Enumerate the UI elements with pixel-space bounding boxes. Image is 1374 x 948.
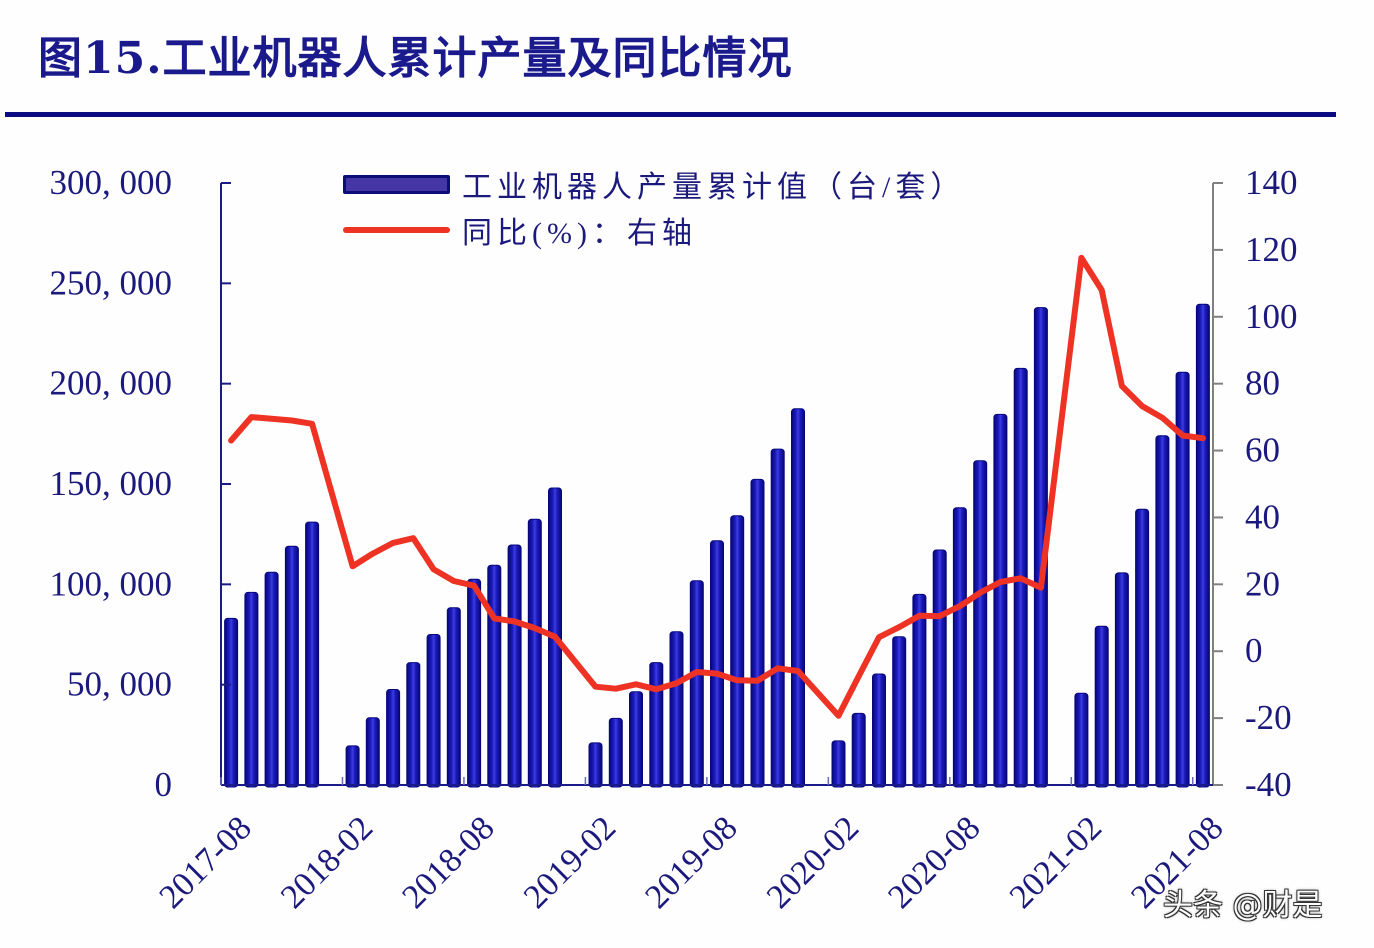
bar-2019-12 [791,408,805,788]
right-axis-tick-label: 80 [1245,364,1280,403]
bar-2018-10 [507,544,522,788]
bar-2017-10 [264,571,279,788]
bar-2018-05 [406,662,421,788]
bar-2020-08 [952,507,967,788]
bar-2021-05 [1135,508,1150,788]
watermark: 头条 @财是 [1163,888,1323,923]
bar-2018-09 [487,564,502,788]
bar-2017-12 [305,521,320,788]
bar-2021-08 [1195,303,1210,788]
yoy-growth-line [228,254,1206,719]
bar-2017-08 [224,617,239,788]
bar-2020-04 [872,673,886,788]
bar-2019-09 [730,515,745,788]
bar-2019-07 [689,580,704,788]
bar-2019-10 [750,478,765,788]
bar-2018-04 [386,689,401,788]
bar-2020-09 [973,460,988,788]
left-axis-tick-label: 250, 000 [50,263,173,302]
right-axis-tick-label: -40 [1245,765,1292,804]
bar-2020-10 [993,413,1008,788]
bar-2021-06 [1155,435,1170,788]
x-axis-tick-label: 2019-08 [638,809,744,915]
bar-2020-06 [912,593,927,788]
right-axis-tick-label: 40 [1245,497,1280,536]
x-axis-tick-label: 2021-02 [1003,809,1109,915]
bar-2021-07 [1175,371,1190,788]
legend-label-line: 同比(%)：右轴 [462,217,697,250]
bar-2019-06 [669,631,684,788]
axes [220,182,1223,786]
right-axis-tick-label: 120 [1245,230,1298,269]
x-axis-tick-label: 2018-02 [274,809,380,915]
bar-2018-08 [467,578,482,788]
legend-item-line: 同比(%)：右轴 [343,207,965,253]
line-series [228,254,1206,719]
bar-2019-02 [588,742,603,788]
bar-2021-04 [1114,572,1129,788]
x-axis-tick-label: 2019-02 [517,809,623,915]
bar-2020-03 [851,712,866,788]
x-axis-tick-label: 2017-08 [152,809,258,915]
left-axis-tick-label: 150, 000 [50,464,173,503]
bar-2018-07 [446,607,461,788]
bar-2018-02 [345,745,360,788]
title-divider [5,112,1336,117]
bar-2020-07 [932,549,947,788]
left-axis-tick-label: 300, 000 [50,163,173,202]
bar-series [224,303,1210,788]
x-axis-tick-label: 2018-08 [395,809,501,915]
right-axis-tick-label: 0 [1245,631,1263,670]
legend: 工业机器人产量累计值（台/套） 同比(%)：右轴 [343,161,965,253]
left-axis-tick-label: 100, 000 [50,564,173,603]
right-axis-tick-label: -20 [1245,698,1292,737]
bar-2019-11 [770,448,785,788]
left-axis-tick-label: 200, 000 [50,364,173,403]
legend-item-bar: 工业机器人产量累计值（台/套） [343,161,965,207]
bar-2021-03 [1094,625,1109,788]
bar-2018-03 [365,717,380,788]
bar-2017-09 [244,591,259,788]
figure-title: 图15.工业机器人累计产量及同比情况 [38,33,793,84]
right-axis-tick-label: 60 [1245,431,1280,470]
bar-swatch-icon [343,174,450,194]
left-axis-tick-label: 0 [155,765,173,804]
x-axis-tick-label: 2020-02 [760,809,866,915]
bar-2017-11 [284,545,299,788]
right-axis-tick-label: 20 [1245,564,1280,603]
bar-2021-02 [1074,692,1089,788]
legend-label-bar: 工业机器人产量累计值（台/套） [462,171,966,204]
line-swatch-icon [343,227,450,233]
bar-2019-08 [710,540,724,788]
bar-2019-04 [629,691,643,788]
bar-2018-06 [426,634,441,788]
right-axis-tick-label: 100 [1245,297,1298,336]
x-axis-tick-label: 2020-08 [881,809,987,915]
bar-2020-05 [892,636,907,788]
bar-2018-11 [527,518,542,788]
bar-2020-02 [831,740,846,788]
bar-2019-03 [608,717,623,788]
axis-labels: 0 50, 000 100, 000 150, 000 200, 000 250, 000… [50,163,1298,916]
left-axis-tick-label: 50, 000 [67,665,172,704]
bar-2019-05 [649,662,664,788]
right-axis-tick-label: 140 [1245,163,1298,202]
